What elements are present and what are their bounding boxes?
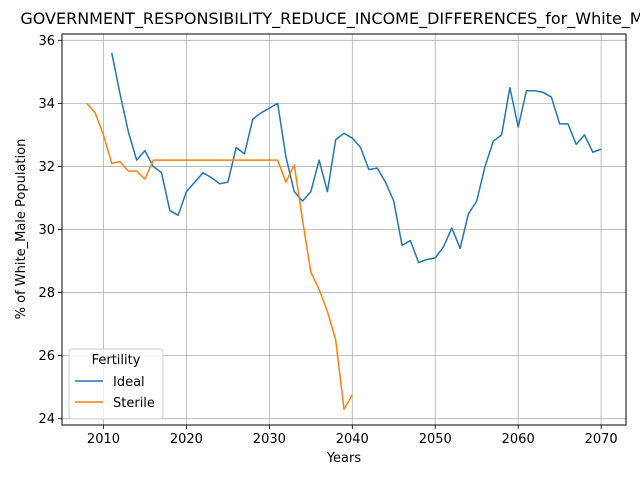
x-tick-label: 2040 [336,432,369,447]
x-tick-label: 2010 [87,432,120,447]
legend: Fertility Ideal Sterile [68,348,164,420]
x-axis-label: Years [326,451,362,466]
series-line-ideal [111,52,602,264]
x-tick-label: 2030 [253,432,286,447]
legend-label-sterile: Sterile [113,396,155,411]
y-tick-label: 26 [38,349,55,364]
legend-label-ideal: Ideal [113,375,145,390]
series-line-sterile [86,102,353,410]
y-axis-label: % of White_Male Population [14,139,29,320]
x-tick-label: 2020 [170,432,203,447]
y-tick-label: 34 [38,97,55,112]
legend-title: Fertility [92,353,141,368]
y-tick-label: 24 [38,412,55,427]
x-tick-label: 2060 [502,432,535,447]
series-lines [86,52,602,410]
y-tick-label: 28 [38,286,55,301]
chart-title: GOVERNMENT_RESPONSIBILITY_REDUCE_INCOME_… [20,9,640,29]
y-axis-ticks: 24 26 28 30 32 34 36 [38,34,62,427]
y-tick-label: 30 [38,223,55,238]
x-axis-ticks: 2010 2020 2030 2040 2050 2060 2070 [87,425,618,447]
y-tick-label: 36 [38,34,55,49]
y-tick-label: 32 [38,160,55,175]
x-tick-label: 2050 [419,432,452,447]
x-tick-label: 2070 [585,432,618,447]
